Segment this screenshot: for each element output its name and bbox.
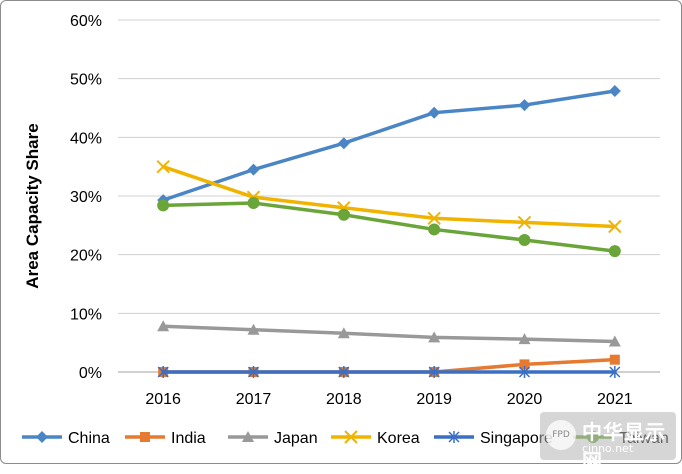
data-point-taiwan	[248, 197, 260, 209]
data-point-taiwan	[157, 199, 169, 211]
line-chart: 0% 10% 20% 30% 40% 50% 60% 2016 2017 2018 2019 2020…	[0, 0, 682, 464]
legend-label-korea: Korea	[377, 430, 420, 447]
y-tick-label: 10%	[70, 306, 102, 323]
y-tick-label: 20%	[70, 248, 102, 265]
x-tick-label: 2020	[507, 391, 543, 408]
data-point-taiwan	[428, 223, 440, 235]
data-point-taiwan	[519, 234, 531, 246]
series-line-india	[163, 360, 615, 372]
x-tick-label: 2016	[145, 391, 181, 408]
y-tick-label: 30%	[70, 189, 102, 206]
x-tick-label: 2018	[326, 391, 362, 408]
series-line-japan	[163, 326, 615, 341]
y-tick-label: 40%	[70, 130, 102, 147]
watermark-logo: FPD	[546, 420, 576, 450]
legend-marker-india	[140, 432, 150, 442]
data-point-taiwan	[338, 209, 350, 221]
data-point-china	[248, 164, 260, 176]
x-tick-label: 2019	[416, 391, 452, 408]
watermark-url: cinno.net	[582, 442, 633, 455]
y-axis-title: Area Capacity Share	[23, 123, 42, 288]
y-tick-label: 60%	[70, 13, 102, 30]
legend-marker-china	[36, 431, 48, 443]
legend-label-india: India	[171, 430, 206, 447]
series-line-taiwan	[163, 203, 615, 251]
data-point-india	[610, 355, 620, 365]
y-tick-label: 50%	[70, 72, 102, 89]
legend-label-china: China	[68, 430, 110, 447]
watermark: FPD 中华显示网 cinno.net	[540, 412, 676, 460]
data-point-china	[338, 137, 350, 149]
data-point-taiwan	[609, 245, 621, 257]
data-point-china	[519, 99, 531, 111]
x-tick-label: 2017	[236, 391, 272, 408]
legend-label-japan: Japan	[274, 430, 318, 447]
data-point-china	[609, 85, 621, 97]
data-point-china	[428, 107, 440, 119]
y-tick-label: 0%	[79, 365, 102, 382]
x-tick-label: 2021	[597, 391, 633, 408]
series-line-china	[163, 91, 615, 200]
